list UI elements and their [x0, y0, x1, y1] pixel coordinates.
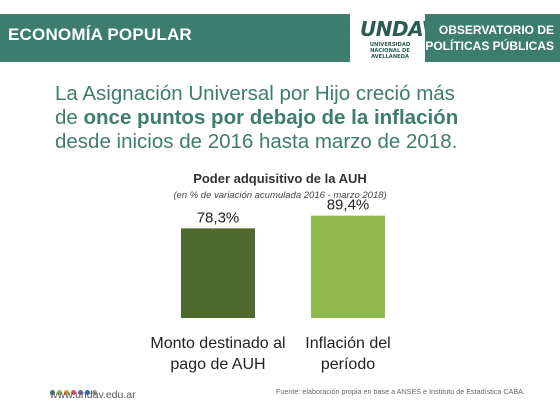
header: ECONOMÍA POPULAR UNDAV UNIVERSIDAD NACIO…	[0, 0, 560, 76]
category-label-2-line-1: Inflación del	[305, 335, 390, 352]
logo-subline-3: AVELLANEDA	[370, 54, 410, 60]
section-title: ECONOMÍA POPULAR	[8, 25, 192, 44]
footer-dot-3	[64, 390, 69, 395]
observatory-line-2: POLÍTICAS PÚBLICAS	[425, 39, 554, 53]
headline: La Asignación Universal por Hijo creció …	[55, 82, 545, 154]
footer-dot-1	[50, 390, 55, 395]
bar-value-label-2: 89,4%	[327, 197, 370, 214]
chart-title: Poder adquisitivo de la AUH	[193, 171, 367, 186]
category-label-2-line-2: período	[321, 356, 375, 373]
observatory-banner: OBSERVATORIO DE POLÍTICAS PÚBLICAS	[425, 14, 560, 62]
category-label-1-line-1: Monto destinado al	[150, 335, 285, 352]
headline-line-3: desde inicios de 2016 hasta marzo de 201…	[55, 130, 458, 153]
footer-color-dots	[50, 382, 99, 400]
footer-url[interactable]: www.undav.edu.ar	[50, 389, 136, 401]
bar-1	[181, 228, 255, 318]
observatory-line-1: OBSERVATORIO DE	[438, 23, 554, 37]
category-label-1-line-2: pago de AUH	[170, 356, 265, 373]
headline-line-2: de once puntos por debajo de la inflació…	[55, 106, 545, 130]
footer-dot-2	[57, 390, 62, 395]
footer-dot-6	[85, 390, 90, 395]
footer-dot-4	[71, 390, 76, 395]
logo-subline-2: NACIONAL DE	[370, 48, 410, 54]
bar-2	[311, 215, 385, 318]
headline-line-1: La Asignación Universal por Hijo creció …	[55, 82, 455, 105]
logo-subline-1: UNIVERSIDAD	[369, 42, 411, 48]
headline-highlight: once puntos por debajo de la inflación	[83, 106, 459, 129]
headline-line-2-prefix: de	[55, 106, 84, 129]
bar-value-label-1: 78,3%	[197, 209, 240, 226]
footer-source: Fuente: elaboración propia en base a ANS…	[276, 387, 525, 396]
footer-dot-7	[92, 390, 97, 395]
footer-dot-5	[78, 390, 83, 395]
chart-subtitle: (en % de variación acumulada 2016 - marz…	[173, 190, 387, 201]
section-banner: ECONOMÍA POPULAR	[0, 14, 350, 62]
